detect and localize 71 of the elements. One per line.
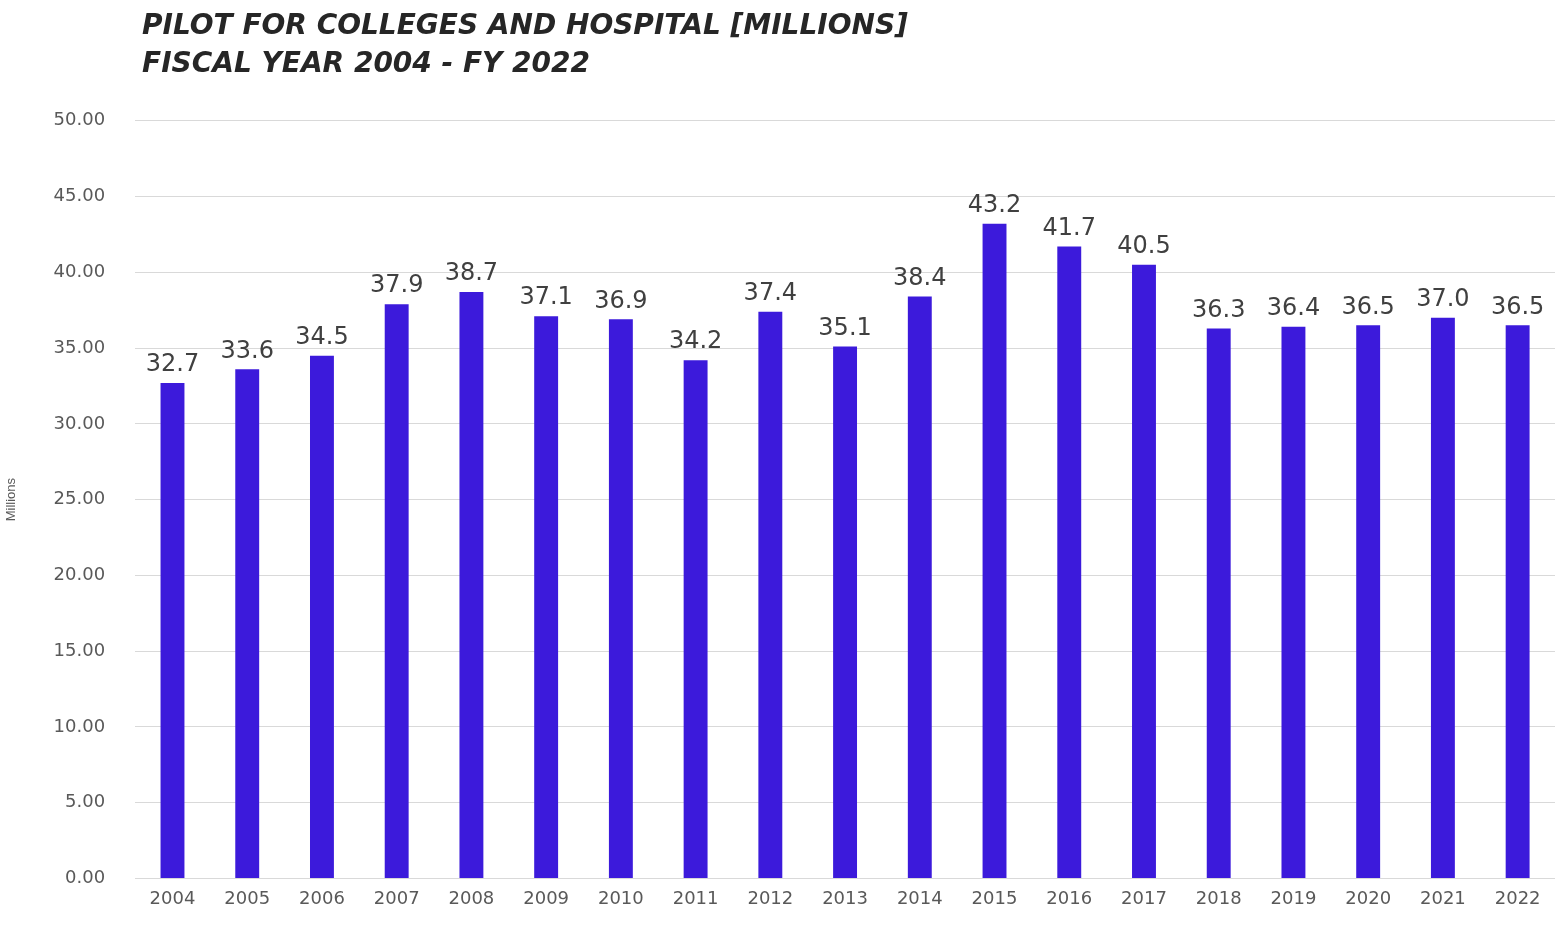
y-tick-label: 10.00 xyxy=(53,714,106,736)
y-tick-label: 5.00 xyxy=(65,790,106,812)
bar xyxy=(982,223,1007,878)
y-tick-label: 15.00 xyxy=(53,638,106,660)
x-tick-label: 2014 xyxy=(896,886,943,908)
y-tick-label: 35.00 xyxy=(53,335,106,357)
y-tick-label: 50.00 xyxy=(53,108,106,130)
bar xyxy=(235,369,260,878)
bar xyxy=(758,311,783,878)
x-tick-label: 2019 xyxy=(1270,886,1317,908)
data-label: 37.9 xyxy=(369,270,424,299)
x-tick-label: 2008 xyxy=(448,886,495,908)
data-label: 43.2 xyxy=(967,190,1022,219)
x-tick-label: 2011 xyxy=(672,886,719,908)
data-label: 36.5 xyxy=(1341,291,1395,320)
data-label: 36.5 xyxy=(1490,291,1545,320)
x-tick-label: 2005 xyxy=(224,886,271,908)
bar xyxy=(608,319,633,878)
data-label: 36.4 xyxy=(1266,293,1321,322)
data-label: 41.7 xyxy=(1042,212,1096,241)
chart-subtitle: FISCAL YEAR 2004 - FY 2022 xyxy=(142,45,592,81)
y-tick-label: 0.00 xyxy=(65,866,106,888)
bar xyxy=(534,316,559,878)
x-tick-label: 2022 xyxy=(1494,886,1541,908)
bar xyxy=(310,355,334,878)
bar xyxy=(1281,326,1306,878)
y-tick-label: 25.00 xyxy=(53,487,106,509)
bar xyxy=(459,292,484,878)
y-tick-label: 40.00 xyxy=(53,259,106,281)
y-tick-label: 45.00 xyxy=(53,184,106,206)
x-tick-label: 2010 xyxy=(597,886,644,908)
x-tick-label: 2012 xyxy=(747,886,794,908)
x-tick-label: 2018 xyxy=(1195,886,1242,908)
bar xyxy=(1057,246,1082,878)
bar xyxy=(907,296,932,878)
data-label: 32.7 xyxy=(145,349,200,378)
bar xyxy=(160,382,185,878)
x-tick-label: 2016 xyxy=(1046,886,1093,908)
y-tick-label: 30.00 xyxy=(53,411,106,433)
data-label: 34.5 xyxy=(295,321,349,350)
bar xyxy=(1430,317,1455,878)
bar xyxy=(1132,264,1156,878)
x-tick-label: 2015 xyxy=(971,886,1018,908)
bar xyxy=(683,360,708,878)
data-label: 33.6 xyxy=(220,335,274,364)
x-tick-label: 2009 xyxy=(523,886,570,908)
x-tick-label: 2007 xyxy=(373,886,420,908)
x-tick-label: 2020 xyxy=(1345,886,1392,908)
x-tick-label: 2004 xyxy=(149,886,196,908)
x-tick-label: 2017 xyxy=(1121,886,1167,908)
bar xyxy=(1206,328,1231,878)
chart-title: PILOT FOR COLLEGES AND HOSPITAL [MILLIONS] xyxy=(142,7,908,43)
data-label: 37.0 xyxy=(1416,284,1470,313)
data-label: 35.1 xyxy=(818,312,872,341)
data-label: 38.7 xyxy=(444,258,499,287)
bar xyxy=(833,346,858,878)
data-label: 40.5 xyxy=(1117,230,1171,259)
x-tick-label: 2013 xyxy=(822,886,868,908)
data-label: 34.2 xyxy=(668,326,723,355)
bar xyxy=(1356,325,1381,878)
data-label: 36.9 xyxy=(594,285,648,314)
bar xyxy=(384,304,409,878)
y-tick-label: 20.00 xyxy=(53,563,106,585)
bar xyxy=(1505,325,1530,878)
data-label: 36.3 xyxy=(1192,294,1246,323)
data-label: 37.4 xyxy=(743,277,798,306)
y-axis-title: Millions xyxy=(3,477,19,522)
x-tick-label: 2021 xyxy=(1420,886,1466,908)
data-label: 37.1 xyxy=(519,282,573,311)
x-tick-label: 2006 xyxy=(299,886,345,908)
data-label: 38.4 xyxy=(893,262,947,291)
